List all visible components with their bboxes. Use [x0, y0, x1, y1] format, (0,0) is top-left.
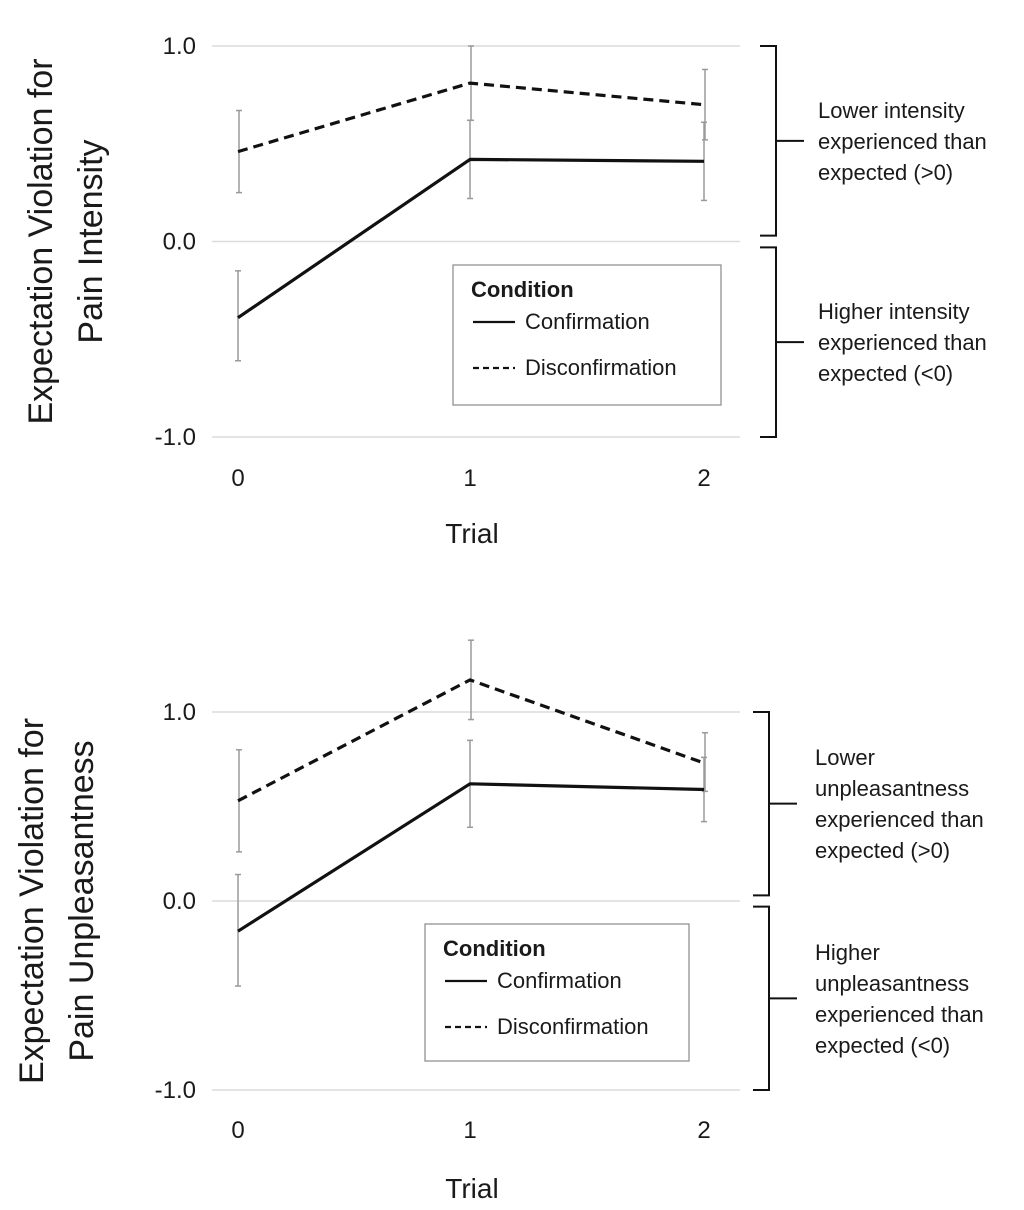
- annotation-brace: [753, 711, 797, 897]
- annotation-text: experienced than: [815, 1002, 984, 1027]
- chart-panel-1: -1.0 0.0 1.0 0 1 2 Trial Expectation Violation …: [22, 33, 987, 549]
- x-axis-title: Trial: [445, 518, 498, 549]
- series-line-disconfirmation: [237, 81, 705, 154]
- series-line-disconfirmation: [237, 678, 705, 803]
- legend-title: Condition: [443, 936, 546, 961]
- annotation-text: expected (<0): [815, 1033, 950, 1058]
- x-tick-label: 2: [697, 1117, 710, 1144]
- annotation-text: Lower: [815, 745, 875, 770]
- y-tick-label: -1.0: [155, 424, 196, 451]
- legend-item-disconfirmation: Disconfirmation: [525, 355, 677, 380]
- y-axis-title: Expectation Violation for: [22, 58, 60, 424]
- legend-box: [452, 264, 722, 406]
- x-tick-label: 1: [463, 465, 476, 492]
- y-tick-label: -1.0: [155, 1077, 196, 1104]
- y-tick-label: 0.0: [163, 229, 196, 256]
- y-axis-title: Pain Unpleasantness: [63, 740, 101, 1061]
- chart-panel-2: -1.0 0.0 1.0 0 1 2 Trial Expectation Violation …: [13, 639, 984, 1204]
- annotation-text: expected (<0): [818, 361, 953, 386]
- legend-item-disconfirmation: Disconfirmation: [497, 1014, 649, 1039]
- annotation-text: Higher intensity: [818, 299, 970, 324]
- annotation-text: Higher: [815, 940, 880, 965]
- annotation-text: experienced than: [818, 330, 987, 355]
- legend-title: Condition: [471, 277, 574, 302]
- legend-item-confirmation: Confirmation: [525, 309, 650, 334]
- annotation-text: experienced than: [815, 807, 984, 832]
- annotation-text: expected (>0): [818, 160, 953, 185]
- x-tick-label: 0: [231, 1117, 244, 1144]
- x-axis-title: Trial: [445, 1173, 498, 1204]
- annotation-text: Lower intensity: [818, 98, 965, 123]
- legend-box: [424, 923, 690, 1062]
- legend-item-confirmation: Confirmation: [497, 968, 622, 993]
- x-tick-label: 2: [697, 465, 710, 492]
- y-tick-label: 0.0: [163, 888, 196, 915]
- y-tick-label: 1.0: [163, 699, 196, 726]
- legend: Condition Confirmation Disconfirmation: [424, 923, 690, 1062]
- series-line-confirmation: [237, 782, 705, 933]
- annotation-text: experienced than: [818, 129, 987, 154]
- series-line-confirmation: [237, 157, 705, 320]
- x-tick-label: 0: [231, 465, 244, 492]
- y-axis-title: Pain Intensity: [72, 139, 110, 343]
- y-tick-label: 1.0: [163, 33, 196, 60]
- x-tick-label: 1: [463, 1117, 476, 1144]
- legend: Condition Confirmation Disconfirmation: [452, 264, 722, 406]
- annotation-brace: [760, 45, 804, 237]
- annotation-text: unpleasantness: [815, 971, 969, 996]
- annotation-text: unpleasantness: [815, 776, 969, 801]
- annotation-brace: [753, 905, 797, 1091]
- annotation-text: expected (>0): [815, 838, 950, 863]
- y-axis-title: Expectation Violation for: [13, 718, 51, 1084]
- annotation-brace: [760, 246, 804, 438]
